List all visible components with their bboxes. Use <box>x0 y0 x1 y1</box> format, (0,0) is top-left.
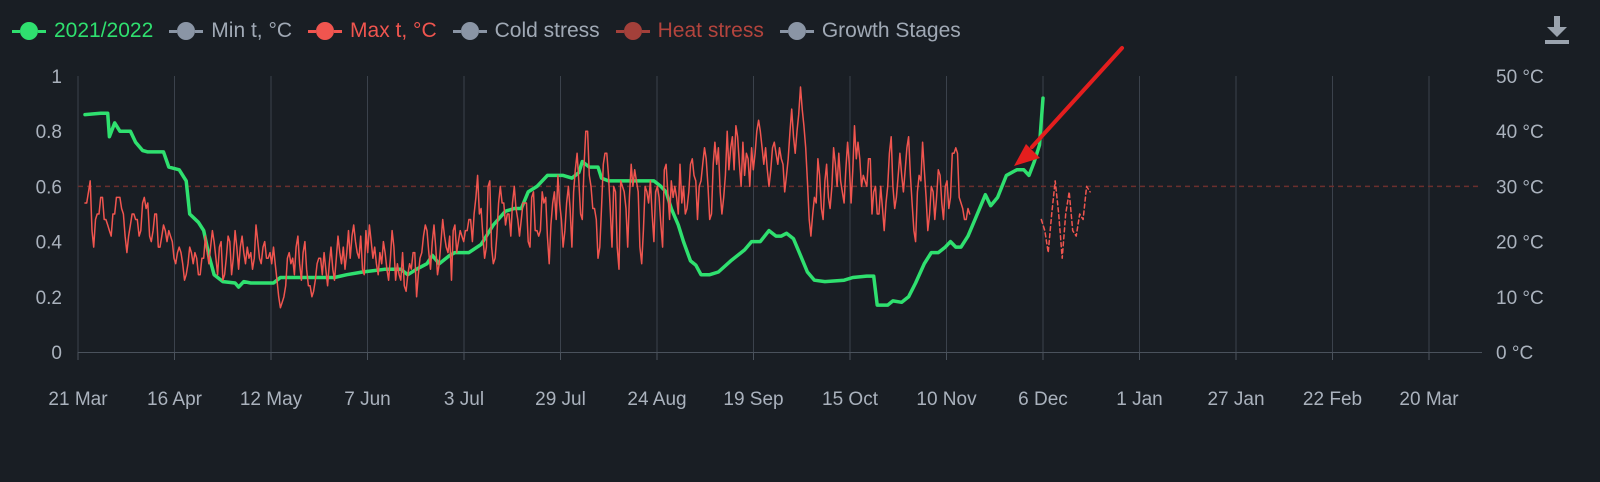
x-tick-label: 27 Jan <box>1207 389 1264 410</box>
x-tick-label: 6 Dec <box>1018 389 1068 410</box>
x-tick-label: 24 Aug <box>627 389 686 410</box>
x-tick-label: 12 May <box>240 389 303 410</box>
legend-marker-icon <box>308 22 343 40</box>
legend-marker-icon <box>12 22 46 40</box>
y-right-tick-label: 50 °C <box>1496 67 1544 88</box>
legend-item[interactable]: Max t, °C <box>308 19 437 43</box>
legend-label: Min t, °C <box>211 19 293 42</box>
legend-label: Growth Stages <box>821 19 961 42</box>
legend-label: 2021/2022 <box>54 19 154 42</box>
y-right-tick-label: 20 °C <box>1496 233 1544 254</box>
download-icon <box>1545 16 1569 44</box>
y-left-tick-label: 0.6 <box>36 177 62 198</box>
x-tick-label: 21 Mar <box>48 389 108 410</box>
x-tick-label: 22 Feb <box>1303 389 1362 410</box>
legend-label: Cold stress <box>494 19 600 42</box>
legend-label: Heat stress <box>657 19 764 42</box>
download-button[interactable] <box>1542 14 1572 46</box>
chart-legend: 2021/2022 Min t, °C Max t, °C Cold stress He… <box>12 16 977 46</box>
x-tick-label: 1 Jan <box>1116 389 1162 410</box>
legend-marker-icon <box>169 22 204 40</box>
x-tick-label: 7 Jun <box>344 389 390 410</box>
series-line-max-temp-forecast <box>1040 180 1091 259</box>
y-left-tick-label: 0.4 <box>36 233 63 254</box>
x-tick-label: 20 Mar <box>1399 389 1459 410</box>
legend-marker-icon <box>779 22 814 40</box>
x-tick-label: 3 Jul <box>444 389 484 410</box>
series-line-max-temp <box>84 86 971 309</box>
legend-item[interactable]: Cold stress <box>452 19 600 43</box>
x-tick-label: 19 Sep <box>723 389 783 410</box>
legend-marker-icon <box>615 22 650 40</box>
annotation-arrow-shaft <box>1030 46 1124 149</box>
x-tick-label: 10 Nov <box>916 389 977 410</box>
legend-item[interactable]: 2021/2022 <box>12 19 153 43</box>
y-right-tick-label: 10 °C <box>1496 288 1544 309</box>
legend-item[interactable]: Min t, °C <box>169 19 292 43</box>
y-right-tick-label: 40 °C <box>1496 122 1544 143</box>
annotation-arrow-head-icon <box>1014 144 1040 166</box>
y-left-tick-label: 0 <box>51 343 62 364</box>
legend-label: Max t, °C <box>350 19 437 42</box>
y-right-tick-label: 0 °C <box>1496 343 1533 364</box>
y-right-tick-label: 30 °C <box>1496 177 1544 198</box>
x-tick-label: 29 Jul <box>535 389 586 410</box>
legend-item[interactable]: Growth Stages <box>779 19 961 43</box>
x-tick-label: 16 Apr <box>147 389 203 410</box>
y-left-tick-label: 1 <box>51 67 62 88</box>
y-left-tick-label: 0.2 <box>36 288 62 309</box>
series-line-season <box>83 96 1045 307</box>
x-tick-label: 15 Oct <box>822 389 879 410</box>
legend-item[interactable]: Heat stress <box>615 19 764 43</box>
y-left-tick-label: 0.8 <box>36 122 62 143</box>
legend-marker-icon <box>452 22 487 40</box>
